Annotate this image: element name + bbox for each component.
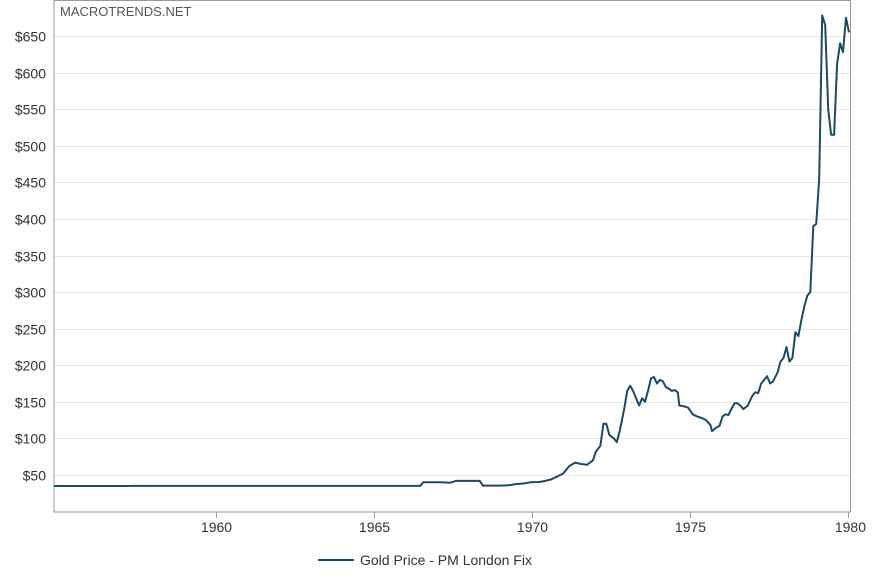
x-tick-label: 1980 [835, 519, 866, 535]
legend-swatch-icon [318, 559, 354, 561]
x-tick-label: 1965 [359, 519, 390, 535]
x-tick-label: 1960 [201, 519, 232, 535]
x-tick-label: 1975 [675, 519, 706, 535]
y-tick-label: $150 [15, 395, 46, 411]
y-tick-label: $250 [15, 322, 46, 338]
watermark-text: MACROTRENDS.NET [60, 4, 192, 19]
legend[interactable]: Gold Price - PM London Fix [318, 552, 532, 568]
y-axis: $50 $100 $150 $200 $250 $300 $350 $400 $450 $500 $… [15, 29, 46, 484]
plot-frame [53, 0, 851, 513]
legend-label: Gold Price - PM London Fix [360, 552, 532, 568]
series-line-gold-price [54, 14, 850, 487]
y-tick-label: $100 [15, 431, 46, 447]
y-tick-label: $400 [15, 212, 46, 228]
x-axis: 1960 1965 1970 1975 1980 [201, 512, 866, 535]
y-tick-label: $350 [15, 249, 46, 265]
y-tick-label: $200 [15, 358, 46, 374]
y-tick-label: $650 [15, 29, 46, 45]
x-tick-label: 1970 [517, 519, 548, 535]
y-tick-label: $300 [15, 285, 46, 301]
y-tick-label: $550 [15, 102, 46, 118]
y-tick-label: $500 [15, 139, 46, 155]
y-tick-label: $600 [15, 66, 46, 82]
y-tick-label: $50 [23, 468, 47, 484]
y-tick-label: $450 [15, 175, 46, 191]
gridlines [54, 36, 851, 476]
